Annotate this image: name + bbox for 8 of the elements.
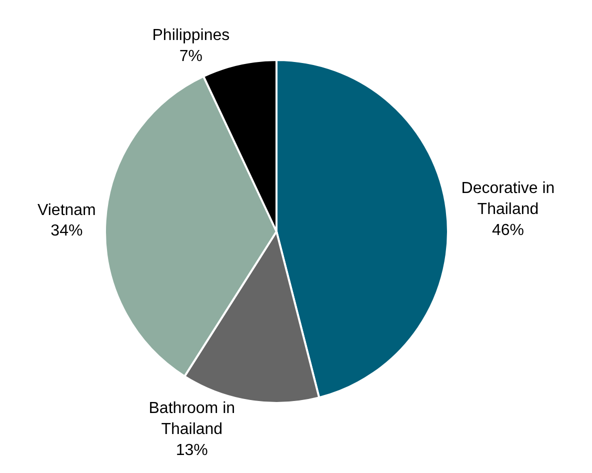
slice-label: Decorative in Thailand — [461, 180, 555, 218]
slice-label: Bathroom in Thailand — [148, 400, 236, 438]
slice-label: Vietnam — [37, 202, 96, 219]
data-label: 34% — [50, 222, 83, 240]
data-label: 46% — [492, 222, 524, 239]
slice-label: Philippines — [152, 27, 230, 44]
data-label: 13% — [176, 442, 208, 459]
data-label: 7% — [179, 48, 203, 66]
